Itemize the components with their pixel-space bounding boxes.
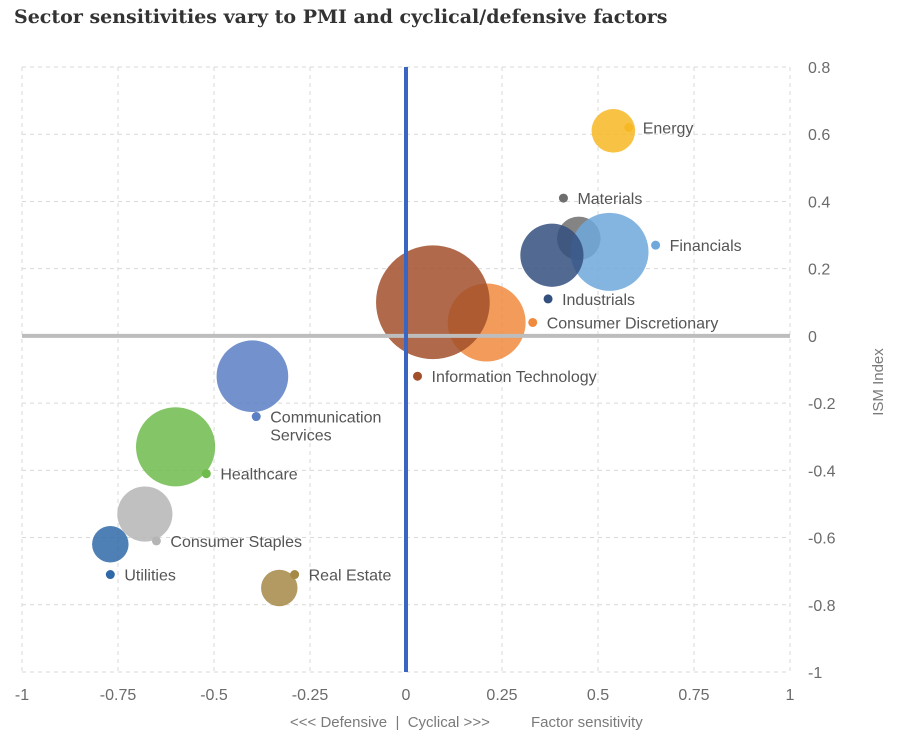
- y-tick-label: -0.6: [808, 531, 836, 548]
- x-tick-label: 0.75: [678, 687, 709, 704]
- data-marker: [105, 570, 115, 580]
- data-label: Real Estate: [309, 568, 392, 585]
- y-tick-label: 0.4: [808, 194, 830, 211]
- data-marker: [251, 412, 261, 422]
- y-tick-label: 0.6: [808, 127, 830, 144]
- data-marker: [201, 469, 211, 479]
- data-label: Services: [270, 428, 331, 445]
- bubble: [92, 526, 129, 563]
- bubble: [376, 245, 490, 360]
- y-tick-label: 0.2: [808, 262, 830, 279]
- data-marker: [651, 240, 661, 250]
- data-label: Utilities: [124, 568, 176, 585]
- marker-layer: [105, 123, 661, 580]
- data-label: Consumer Staples: [170, 534, 302, 551]
- data-label: Materials: [577, 191, 642, 208]
- x-axis-label: Factor sensitivity: [531, 714, 643, 731]
- data-label: Consumer Discretionary: [547, 315, 719, 332]
- bubble: [261, 569, 298, 607]
- data-marker: [413, 371, 423, 381]
- y-tick-label: -1: [808, 665, 822, 682]
- data-label: Communication: [270, 410, 381, 427]
- data-label: Financials: [670, 238, 742, 255]
- bubble-layer: [92, 109, 649, 607]
- data-marker: [558, 193, 568, 203]
- x-tick-label: 0.25: [486, 687, 517, 704]
- x-tick-label: -0.5: [200, 687, 228, 704]
- bubble: [520, 223, 584, 287]
- y-tick-label: 0: [808, 329, 817, 346]
- bubble: [591, 109, 636, 153]
- data-marker: [290, 570, 300, 580]
- y-axis-label: ISM Index: [870, 348, 887, 416]
- bubble: [135, 407, 216, 487]
- x-tick-label: -0.25: [292, 687, 329, 704]
- data-marker: [151, 536, 161, 546]
- data-marker: [543, 294, 553, 304]
- x-axis-direction-label: <<< Defensive | Cyclical >>>: [290, 714, 490, 731]
- data-label: Industrials: [562, 292, 635, 309]
- bubble: [570, 212, 649, 291]
- x-tick-label: -1: [15, 687, 29, 704]
- label-layer: Energy Materials Financials Industrials Cons…: [124, 121, 741, 585]
- x-tick-label: 0: [402, 687, 411, 704]
- chart-title: Sector sensitivities vary to PMI and cyc…: [14, 6, 668, 28]
- x-tick-label: 1: [786, 687, 795, 704]
- x-tick-label: 0.5: [587, 687, 609, 704]
- bubble: [216, 340, 289, 413]
- tick-layer: -1 -0.75 -0.5 -0.25 0 0.25 0.5 0.75 1 0.8 0.6 0.4 0.…: [15, 60, 836, 704]
- data-label: Information Technology: [432, 369, 597, 386]
- y-tick-label: -0.4: [808, 463, 836, 480]
- y-tick-label: -0.8: [808, 598, 836, 615]
- data-marker: [624, 123, 634, 132]
- y-tick-label: -0.2: [808, 396, 836, 413]
- zero-lines: [22, 67, 790, 672]
- y-tick-label: 0.8: [808, 60, 830, 77]
- x-tick-label: -0.75: [100, 687, 137, 704]
- data-marker: [528, 317, 538, 327]
- bubble: [117, 486, 173, 542]
- data-label: Energy: [643, 121, 694, 138]
- data-label: Healthcare: [220, 467, 297, 484]
